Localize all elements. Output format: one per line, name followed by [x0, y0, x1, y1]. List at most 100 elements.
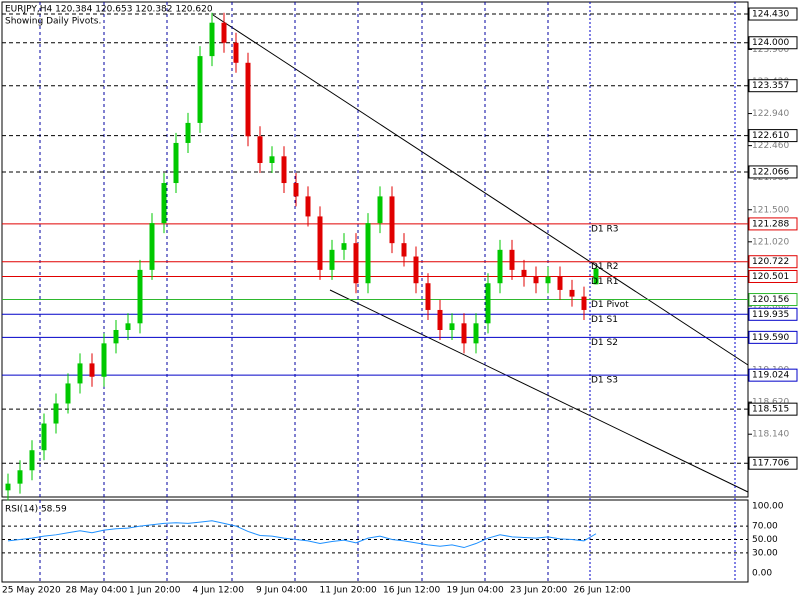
candle-body: [473, 323, 479, 344]
x-tick-label: 19 Jun 04:00: [447, 586, 504, 596]
trend-line: [212, 14, 749, 366]
rsi-tick-label: 50.00: [752, 535, 778, 545]
price-box: [748, 456, 798, 470]
candle-body: [437, 309, 443, 330]
price-box: [748, 129, 798, 143]
candle-body: [461, 323, 467, 344]
level-name: D1 R2: [591, 262, 619, 272]
price-box: [748, 165, 798, 179]
x-tick-label: 9 Jun 04:00: [256, 586, 308, 596]
y-tick-label: 122.460: [752, 141, 789, 151]
rsi-tick-label: 70.00: [752, 522, 778, 532]
candle-body: [5, 483, 11, 491]
candle-body: [173, 142, 179, 184]
candle-body: [233, 42, 239, 63]
candle-body: [209, 22, 215, 57]
price-label: 120.156: [752, 295, 789, 305]
candle-body: [413, 256, 419, 284]
rsi-tick-label: 0.00: [752, 569, 772, 579]
price-label: 124.000: [752, 38, 789, 48]
candle-body: [125, 323, 131, 330]
y-tick-label: 123.900: [752, 45, 789, 55]
candle-body: [569, 289, 575, 297]
x-tick-label: 11 Jun 20:00: [320, 586, 377, 596]
price-box: [748, 7, 798, 21]
y-tick-label: 118.140: [752, 430, 789, 440]
price-box: [748, 307, 798, 321]
price-label: 122.610: [752, 131, 789, 141]
candle-body: [77, 363, 83, 384]
candle-body: [89, 363, 95, 377]
level-name: D1 S2: [591, 338, 618, 348]
main-panel: [1, 1, 749, 498]
level-name: D1 S3: [591, 376, 618, 386]
price-label: 121.288: [752, 219, 789, 229]
plot: [5, 12, 599, 501]
level-name: D1 R1: [591, 277, 619, 287]
price-label: 119.590: [752, 333, 789, 343]
candle-body: [257, 136, 263, 163]
candle-body: [449, 323, 455, 330]
candle-body: [29, 450, 35, 471]
rsi-title: RSI(14) 58.59: [5, 505, 67, 515]
candle-body: [41, 423, 47, 451]
price-label: 117.706: [752, 459, 789, 469]
candle-body: [401, 243, 407, 257]
candle-body: [425, 283, 431, 310]
candle-body: [581, 296, 587, 310]
candle-body: [53, 403, 59, 424]
y-tick-label: 121.500: [752, 205, 789, 215]
candle-body: [353, 243, 359, 284]
level-name: D1 S1: [591, 315, 618, 325]
candle-body: [533, 276, 539, 284]
chart-header: EURJPY,H4 120.384 120.653 120.382 120.62…: [5, 5, 213, 15]
candle-body: [101, 343, 107, 377]
candle-body: [65, 383, 71, 404]
price-label: 118.515: [752, 405, 789, 415]
price-box: [748, 36, 798, 50]
price-label: 119.935: [752, 310, 789, 320]
price-label: 119.024: [752, 371, 789, 381]
rsi-line: [7, 520, 597, 549]
trend-line: [329, 289, 749, 493]
candle-body: [221, 22, 227, 43]
candle-body: [269, 156, 275, 163]
candle-body: [197, 56, 203, 123]
y-tick-label: 121.020: [752, 237, 789, 247]
candle-body: [137, 269, 143, 324]
candle-body: [245, 62, 251, 137]
x-tick-label: 26 Jun 12:00: [574, 586, 631, 596]
x-tick-label: 16 Jun 12:00: [383, 586, 440, 596]
level-name: D1 Pivot: [591, 300, 629, 310]
candle-body: [377, 196, 383, 224]
candle-body: [365, 223, 371, 284]
candle-body: [17, 470, 23, 484]
price-box: [748, 217, 798, 231]
grid: [2, 2, 748, 582]
candle-body: [341, 243, 347, 250]
candle-body: [113, 329, 119, 344]
candle-body: [149, 223, 155, 270]
x-tick-label: 1 Jun 20:00: [129, 586, 181, 596]
candle-body: [281, 156, 287, 184]
chart-subtitle: Showing Daily Pivots.: [5, 17, 101, 27]
candle-body: [545, 276, 551, 284]
candle-body: [161, 183, 167, 224]
rsi-panel: [1, 499, 749, 583]
candle-body: [593, 268, 599, 285]
y-tick-label: 122.940: [752, 109, 789, 119]
price-box: [748, 79, 798, 93]
x-tick-label: 28 May 04:00: [66, 586, 128, 596]
level-name: D1 R3: [591, 224, 619, 234]
price-label: 124.430: [752, 10, 789, 20]
candle-body: [497, 249, 503, 284]
candle-body: [557, 276, 563, 290]
price-box: [748, 293, 798, 307]
candle-body: [389, 196, 395, 244]
price-label: 120.501: [752, 272, 789, 282]
price-box: [748, 402, 798, 416]
candle-body: [185, 122, 191, 143]
price-box: [748, 269, 798, 283]
candle-body: [521, 269, 527, 277]
